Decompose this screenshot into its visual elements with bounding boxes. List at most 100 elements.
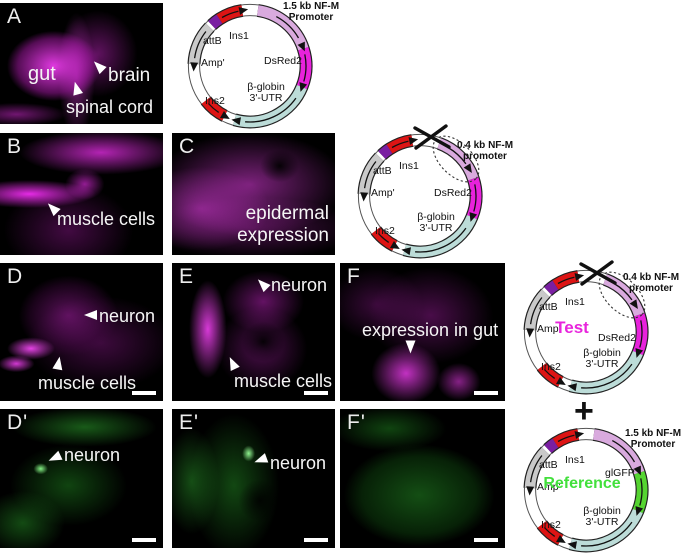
annotation-expression-in-gut: expression in gut (362, 320, 499, 340)
amp-arrow-icon (526, 486, 535, 496)
ins2-arrow-icon (556, 377, 566, 385)
label-ins2: Ins2 (375, 225, 395, 237)
label-attb: attB (203, 35, 222, 47)
label-amp: Amp' (371, 187, 395, 199)
label-promoter: 1.5 kb NF-M Promoter (624, 428, 682, 450)
plasmid-map-2: 0.4 kb NF-M promoter attB Ins1 Amp' DsRe… (342, 124, 518, 270)
panel-e-prime: E' neuron (172, 409, 335, 548)
segment-attb (544, 280, 559, 295)
arrowhead-icon (69, 80, 84, 96)
panel-e: E neuron muscle cells (172, 263, 335, 401)
ins2-arrow-icon (556, 535, 566, 543)
plasmid-ring (523, 260, 649, 395)
plasmid-map-test: 0.4 kb NF-M promoter attB Ins1 Amp' Test… (508, 260, 684, 406)
label-ins1: Ins1 (565, 296, 585, 308)
label-attb: attB (539, 301, 558, 313)
label-ins2: Ins2 (541, 519, 561, 531)
label-beta-globin: β-globin 3'-UTR (583, 347, 621, 371)
panel-letter: C (179, 135, 196, 158)
ins1-arrow-icon (574, 431, 585, 439)
label-ins2: Ins2 (205, 95, 225, 107)
segment-attb (378, 144, 393, 159)
label-ins2: Ins2 (541, 361, 561, 373)
label-attb: attB (373, 165, 392, 177)
label-ins1: Ins1 (229, 30, 249, 42)
arrowhead-icon (252, 453, 269, 467)
segment-attb (208, 14, 223, 29)
bglobin-arrow-icon (567, 383, 577, 392)
label-dsred2: DsRed2 (598, 332, 636, 344)
plasmid-ring (187, 3, 313, 129)
label-beta-globin: β-globin 3'-UTR (583, 505, 621, 529)
arrowhead-icon (46, 450, 63, 466)
arrow-tails (529, 276, 643, 389)
promoter-arrow-icon (633, 465, 641, 476)
label-amp: Amp' (537, 323, 561, 335)
label-ins1: Ins1 (399, 160, 419, 172)
scale-bar (474, 538, 498, 542)
amp-arrow-icon (360, 192, 369, 202)
ins1-arrow-icon (408, 137, 419, 145)
scale-bar (132, 538, 156, 542)
plus-sign: + (574, 392, 594, 430)
scissors-icon (413, 124, 451, 150)
reporter-arrow-icon (469, 212, 478, 222)
panel-letter: A (7, 5, 23, 28)
reporter-arrow-icon (635, 506, 644, 516)
panel-letter: B (7, 135, 23, 158)
label-ins1: Ins1 (565, 454, 585, 466)
panel-a: A gut brain spinal cord (0, 3, 163, 124)
annotation-neuron: neuron (64, 445, 121, 465)
label-attb: attB (539, 459, 558, 471)
scale-bar (304, 538, 328, 542)
annotation-muscle-cells: muscle cells (234, 371, 333, 391)
plasmid-ring (523, 427, 649, 553)
scale-bar (474, 391, 498, 395)
annotation-neuron: neuron (99, 306, 156, 326)
label-promoter: 0.4 kb NF-M promoter (622, 272, 680, 294)
annotation-brain: brain (108, 65, 151, 86)
label-amp: Amp' (201, 57, 225, 69)
arrowhead-icon (225, 354, 240, 372)
promoter-arrow-icon (297, 41, 305, 52)
arrowhead-icon (254, 275, 271, 293)
arrowhead-icon (90, 57, 107, 75)
plasmid-name-reference: Reference (543, 475, 621, 492)
arrowhead-icon (52, 355, 65, 371)
promoter-arrow-icon (629, 299, 638, 310)
label-promoter: 1.5 kb NF-M Promoter (282, 1, 340, 23)
segment-attb (544, 438, 559, 453)
ins1-arrow-icon (574, 273, 585, 281)
bglobin-arrow-icon (231, 117, 241, 126)
scale-bar (304, 391, 328, 395)
promoter-arrow-icon (463, 163, 472, 174)
panel-d: D neuron muscle cells (0, 263, 163, 401)
ins2-arrow-icon (390, 241, 400, 249)
arrow-tails (363, 140, 477, 253)
panel-letter: E' (179, 411, 200, 434)
panel-letter: D (7, 265, 24, 288)
label-promoter: 0.4 kb NF-M promoter (456, 140, 514, 162)
label-beta-globin: β-globin 3'-UTR (247, 81, 285, 105)
plasmid-map-1: 1.5 kb NF-M Promoter attB Ins1 Amp' DsRe… (172, 0, 348, 140)
arrow-tails (529, 434, 643, 547)
panel-letter: D' (7, 411, 29, 434)
panel-f-prime: F' (340, 409, 505, 548)
annotation-spinal-cord: spinal cord (66, 97, 154, 117)
panel-d-prime: D' neuron (0, 409, 163, 548)
label-dsred2: DsRed2 (434, 187, 472, 199)
panel-letter: F' (347, 411, 366, 434)
panel-b: B muscle cells (0, 133, 163, 255)
plasmid-map-reference: 1.5 kb NF-M Promoter attB Ins1 Amp' Refe… (508, 418, 684, 553)
panel-c: C epidermal expression (172, 133, 335, 255)
amp-arrow-icon (526, 328, 535, 338)
annotation-neuron: neuron (271, 275, 328, 295)
bglobin-arrow-icon (401, 247, 411, 256)
panel-letter: E (179, 265, 195, 288)
amp-arrow-icon (190, 62, 199, 72)
annotation-gut: gut (28, 63, 56, 85)
bglobin-arrow-icon (567, 541, 577, 550)
plasmid-ring (357, 124, 483, 259)
label-beta-globin: β-globin 3'-UTR (417, 211, 455, 235)
